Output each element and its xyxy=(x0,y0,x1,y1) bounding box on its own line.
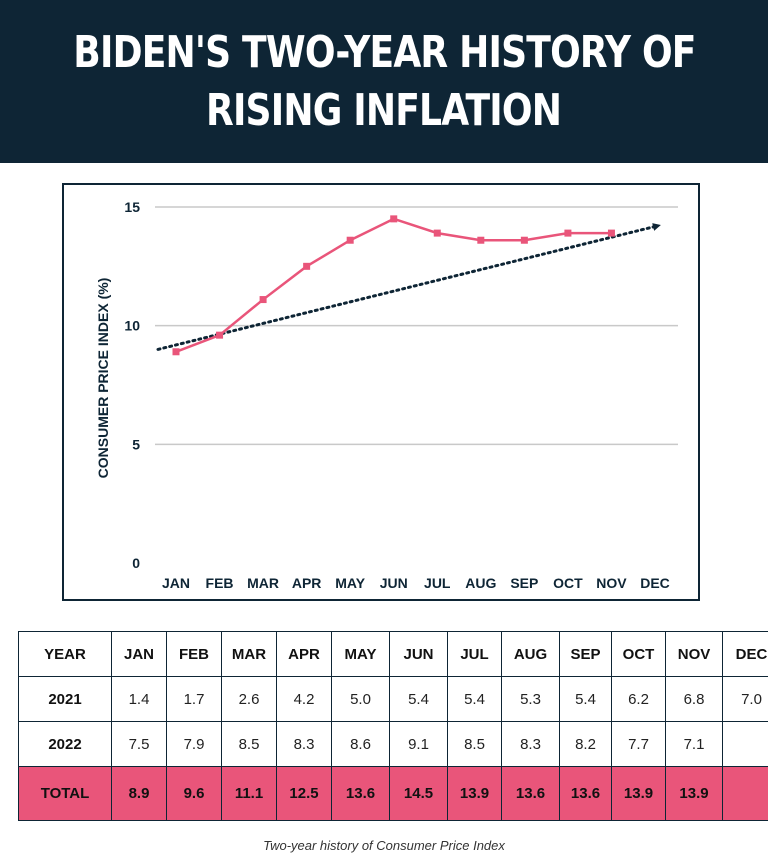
table-cell: 2.6 xyxy=(221,676,277,722)
total-cell: 9.6 xyxy=(166,766,222,821)
table-row: 2021 1.4 1.7 2.6 4.2 5.0 5.4 5.4 5.3 5.4 6.2 6.8 7.0 xyxy=(18,676,768,722)
table-cell: 7.0 xyxy=(722,676,768,722)
table-header-row: YEAR JAN FEB MAR APR MAY JUN JUL AUG SEP OCT NOV DEC xyxy=(18,631,768,677)
table-cell: 5.4 xyxy=(447,676,502,722)
x-tick-label: DEC xyxy=(640,575,670,591)
table-cell: 7.1 xyxy=(665,721,723,767)
x-tick-label: NOV xyxy=(596,575,627,591)
table-cell: 1.7 xyxy=(166,676,222,722)
header-cell-month: DEC xyxy=(722,631,768,677)
cpi-table: YEAR JAN FEB MAR APR MAY JUN JUL AUG SEP OCT NOV DEC… xyxy=(18,631,768,821)
x-tick-label: MAR xyxy=(247,575,279,591)
x-tick-label: MAY xyxy=(335,575,365,591)
header-cell-month: FEB xyxy=(166,631,222,677)
table-cell: 6.2 xyxy=(611,676,666,722)
cpi-line-chart: 0 5 10 15 JAN FEB MAR APR MAY JUN JUL AUG SEP OCT NOV… xyxy=(124,199,678,591)
header-cell-month: NOV xyxy=(665,631,723,677)
data-point xyxy=(433,229,441,237)
x-tick-label: AUG xyxy=(465,575,496,591)
header-cell-month: OCT xyxy=(611,631,666,677)
total-label: TOTAL xyxy=(18,766,112,821)
data-point xyxy=(172,348,180,356)
x-tick-label: APR xyxy=(292,575,322,591)
header-cell-month: MAR xyxy=(221,631,277,677)
total-cell: 12.5 xyxy=(276,766,332,821)
table-cell: 7.7 xyxy=(611,721,666,767)
row-label: 2021 xyxy=(18,676,112,722)
table-cell: 5.4 xyxy=(389,676,448,722)
table-cell: 5.3 xyxy=(501,676,560,722)
data-point xyxy=(346,236,354,244)
data-point xyxy=(520,236,528,244)
header-cell-month: JUL xyxy=(447,631,502,677)
y-tick-label: 0 xyxy=(132,555,140,571)
total-cell: 13.9 xyxy=(611,766,666,821)
x-tick-label: OCT xyxy=(553,575,583,591)
caption: Two-year history of Consumer Price Index xyxy=(263,838,505,853)
y-axis-label: CONSUMER PRICE INDEX (%) xyxy=(95,277,111,479)
table-cell: 8.6 xyxy=(331,721,390,767)
table-cell: 8.3 xyxy=(276,721,332,767)
x-tick-label: FEB xyxy=(206,575,234,591)
total-cell: 11.1 xyxy=(221,766,277,821)
table-row: 2022 7.5 7.9 8.5 8.3 8.6 9.1 8.5 8.3 8.2 7.7 7.1 xyxy=(18,721,768,767)
table-cell: 4.2 xyxy=(276,676,332,722)
page-title-line-2: RISING INFLATION xyxy=(206,84,562,136)
x-tick-label: JUN xyxy=(380,575,408,591)
table-cell: 8.2 xyxy=(559,721,612,767)
total-cell: 13.6 xyxy=(331,766,390,821)
data-point xyxy=(216,331,224,339)
total-cell: 13.9 xyxy=(447,766,502,821)
table-cell xyxy=(722,721,768,767)
data-point xyxy=(259,296,267,304)
header-cell-month: APR xyxy=(276,631,332,677)
chart-frame xyxy=(62,183,700,601)
table-cell: 6.8 xyxy=(665,676,723,722)
page-title-line-1: BIDEN'S TWO-YEAR HISTORY OF xyxy=(72,26,696,78)
trendline xyxy=(156,223,661,351)
total-cell: 13.9 xyxy=(665,766,723,821)
table-cell: 9.1 xyxy=(389,721,448,767)
total-cell: 13.6 xyxy=(501,766,560,821)
x-tick-label: JAN xyxy=(162,575,190,591)
total-cell: 13.6 xyxy=(559,766,612,821)
data-point xyxy=(477,236,485,244)
table-cell: 5.0 xyxy=(331,676,390,722)
y-tick-label: 5 xyxy=(132,436,140,452)
header-cell-month: AUG xyxy=(501,631,560,677)
table-cell: 8.5 xyxy=(221,721,277,767)
row-label: 2022 xyxy=(18,721,112,767)
data-point xyxy=(607,229,615,237)
total-cell: 14.5 xyxy=(389,766,448,821)
table-total-row: TOTAL 8.9 9.6 11.1 12.5 13.6 14.5 13.9 13.6 13.6 1… xyxy=(18,766,768,821)
x-tick-label: SEP xyxy=(510,575,538,591)
y-tick-label: 10 xyxy=(124,318,140,334)
table-cell: 7.9 xyxy=(166,721,222,767)
data-point xyxy=(303,262,311,270)
header-cell-month: JAN xyxy=(111,631,167,677)
data-point xyxy=(390,215,398,223)
header-cell-month: SEP xyxy=(559,631,612,677)
table-cell: 1.4 xyxy=(111,676,167,722)
table-cell: 5.4 xyxy=(559,676,612,722)
data-point xyxy=(564,229,572,237)
table-cell: 8.5 xyxy=(447,721,502,767)
total-cell: 8.9 xyxy=(111,766,167,821)
header-cell-month: JUN xyxy=(389,631,448,677)
table-cell: 8.3 xyxy=(501,721,560,767)
header-banner: BIDEN'S TWO-YEAR HISTORY OF RISING INFLA… xyxy=(0,0,768,163)
y-tick-label: 15 xyxy=(124,199,140,215)
table-cell: 7.5 xyxy=(111,721,167,767)
series-line xyxy=(175,217,612,353)
total-cell xyxy=(722,766,768,821)
header-cell-month: MAY xyxy=(331,631,390,677)
header-cell-year: YEAR xyxy=(18,631,112,677)
x-tick-label: JUL xyxy=(424,575,451,591)
